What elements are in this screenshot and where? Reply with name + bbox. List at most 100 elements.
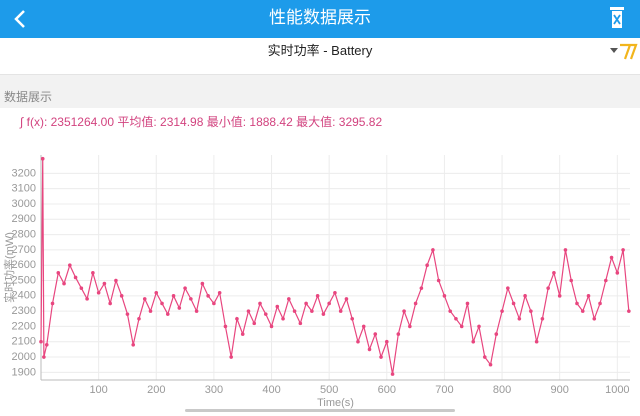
data-point (194, 309, 199, 313)
data-point (108, 301, 112, 306)
data-point (142, 297, 147, 301)
data-point (344, 297, 349, 301)
y-tick-label: 3200 (12, 167, 36, 179)
scroll-indicator (185, 409, 455, 412)
data-point (615, 271, 620, 275)
x-tick-label: 800 (493, 384, 511, 396)
data-point (183, 286, 187, 290)
data-point (609, 255, 614, 260)
data-point (96, 290, 101, 295)
data-point (425, 263, 429, 268)
data-point (500, 309, 504, 313)
data-point (442, 294, 447, 298)
data-point (586, 294, 591, 298)
data-point (114, 278, 118, 283)
data-point (39, 339, 43, 344)
data-point (68, 263, 72, 268)
x-tick-label: 600 (378, 384, 396, 396)
data-point (304, 301, 308, 306)
data-point (200, 281, 205, 286)
data-point (165, 312, 170, 316)
data-point (229, 355, 233, 359)
y-tick-label: 3100 (12, 183, 36, 195)
data-point (223, 324, 228, 329)
data-point (471, 339, 476, 344)
data-point (361, 324, 366, 329)
selector-row[interactable]: 实时功率 - Battery (0, 38, 640, 75)
x-tick-label: 200 (147, 384, 165, 396)
data-point (580, 309, 585, 313)
selector-label: 实时功率 - Battery (267, 43, 373, 58)
data-point (563, 248, 568, 252)
data-point (246, 309, 251, 313)
y-tick-label: 3000 (12, 198, 36, 210)
dropdown-icon[interactable] (608, 42, 638, 62)
data-point (315, 294, 320, 298)
header-bar: 性能数据展示 (0, 0, 640, 38)
data-point (454, 316, 458, 321)
data-point (350, 316, 355, 321)
data-point (488, 362, 493, 367)
data-point (269, 324, 274, 329)
data-point (79, 286, 84, 290)
data-point (396, 332, 401, 336)
section-bar: 数据展示 (0, 75, 640, 108)
data-point (523, 294, 527, 298)
data-point (356, 339, 360, 344)
data-point (131, 342, 136, 347)
data-point (212, 301, 216, 306)
data-point (546, 286, 550, 290)
data-point (494, 332, 499, 336)
data-point (281, 316, 285, 321)
data-point (189, 297, 193, 301)
data-point (119, 294, 124, 298)
data-point (327, 301, 331, 306)
data-point (413, 301, 418, 306)
back-button[interactable] (14, 10, 25, 28)
data-point (511, 301, 516, 306)
data-point (569, 278, 574, 283)
data-point (402, 309, 406, 313)
y-tick-label: 1900 (12, 366, 36, 378)
x-tick-label: 900 (551, 384, 569, 396)
data-point (73, 275, 78, 280)
data-point (160, 301, 164, 306)
data-point (540, 316, 545, 321)
data-point (534, 339, 539, 344)
y-tick-label: 2000 (12, 351, 36, 363)
data-point (287, 297, 291, 301)
data-point (292, 309, 297, 313)
data-point (50, 301, 55, 306)
data-point (258, 301, 262, 306)
data-point (627, 309, 631, 313)
data-point (240, 332, 245, 336)
data-point (333, 290, 337, 295)
y-axis-label: 实时功率(mW) (2, 232, 16, 303)
y-tick-label: 2800 (12, 228, 36, 240)
data-point (517, 316, 522, 321)
data-point (102, 281, 107, 286)
y-tick-label: 2700 (12, 244, 36, 256)
header-icons (14, 7, 624, 28)
y-tick-label: 2400 (12, 290, 36, 302)
data-point (252, 321, 257, 326)
x-tick-label: 500 (320, 384, 338, 396)
data-point (298, 321, 303, 326)
section-label: 数据展示 (4, 90, 53, 104)
data-point (91, 271, 95, 275)
data-point (477, 324, 481, 329)
data-point (598, 301, 602, 306)
summary-text: ∫ f(x): 2351264.00 平均值: 2314.98 最小值: 188… (20, 115, 383, 129)
data-point (465, 301, 470, 306)
data-point (621, 248, 625, 252)
data-point (171, 294, 176, 298)
data-point (459, 324, 464, 329)
x-tick-label: 400 (262, 384, 280, 396)
data-point (85, 297, 89, 301)
delete-button[interactable] (610, 7, 624, 28)
header-title: 性能数据展示 (269, 8, 371, 27)
data-point (206, 294, 210, 298)
data-point (592, 316, 597, 321)
x-tick-label: 300 (205, 384, 223, 396)
